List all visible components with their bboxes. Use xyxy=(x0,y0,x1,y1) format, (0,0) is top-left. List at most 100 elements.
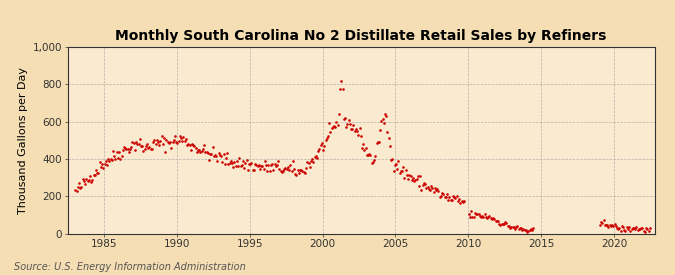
Point xyxy=(256,164,267,168)
Point xyxy=(607,223,618,227)
Point xyxy=(360,145,371,150)
Point xyxy=(324,121,335,125)
Point xyxy=(344,122,355,127)
Point xyxy=(92,170,103,175)
Point xyxy=(116,154,127,158)
Point xyxy=(167,140,178,144)
Point xyxy=(310,154,321,158)
Point xyxy=(631,225,642,229)
Point xyxy=(627,226,638,230)
Point xyxy=(494,222,505,227)
Point xyxy=(130,148,140,152)
Point xyxy=(88,173,99,177)
Point xyxy=(441,192,452,196)
Point xyxy=(309,155,320,160)
Point xyxy=(323,134,333,138)
Point xyxy=(485,216,496,221)
Point xyxy=(124,150,134,154)
Point xyxy=(143,146,154,150)
Point xyxy=(528,226,539,230)
Point xyxy=(355,134,366,138)
Point xyxy=(236,163,247,167)
Point xyxy=(273,159,284,164)
Point xyxy=(621,224,632,229)
Point xyxy=(252,163,263,168)
Point xyxy=(155,139,166,143)
Point xyxy=(426,183,437,188)
Point xyxy=(319,144,329,148)
Point xyxy=(238,159,248,163)
Point xyxy=(168,138,179,142)
Point xyxy=(172,141,183,145)
Point xyxy=(262,169,273,173)
Point xyxy=(444,195,455,199)
Point xyxy=(336,79,347,83)
Point xyxy=(429,185,440,190)
Point xyxy=(201,150,212,154)
Point xyxy=(139,147,150,151)
Point xyxy=(420,182,431,186)
Point xyxy=(432,187,443,192)
Point xyxy=(346,127,356,131)
Point xyxy=(525,226,536,231)
Point xyxy=(162,140,173,144)
Point xyxy=(422,185,433,189)
Point xyxy=(502,224,513,228)
Point xyxy=(198,147,209,152)
Point xyxy=(202,151,213,156)
Point xyxy=(516,226,526,230)
Point xyxy=(81,177,92,181)
Point xyxy=(497,222,508,226)
Point xyxy=(318,148,329,152)
Point xyxy=(595,222,605,227)
Point xyxy=(165,139,176,144)
Point xyxy=(240,161,251,166)
Point xyxy=(624,224,634,229)
Point xyxy=(195,150,206,155)
Point xyxy=(342,122,353,127)
Point xyxy=(628,226,639,230)
Point xyxy=(405,174,416,178)
Point xyxy=(637,226,648,230)
Point xyxy=(330,125,341,130)
Point xyxy=(275,169,286,173)
Point xyxy=(225,159,236,163)
Point xyxy=(437,191,448,195)
Point xyxy=(418,180,429,185)
Point xyxy=(373,140,384,145)
Point xyxy=(294,170,304,175)
Point xyxy=(137,144,148,148)
Point xyxy=(470,211,481,215)
Point xyxy=(613,227,624,232)
Point xyxy=(259,158,270,163)
Point xyxy=(408,176,418,180)
Point xyxy=(489,216,500,221)
Point xyxy=(601,222,612,227)
Point xyxy=(520,228,531,232)
Point xyxy=(303,161,314,166)
Point xyxy=(614,226,625,230)
Point xyxy=(104,159,115,163)
Point xyxy=(93,171,104,175)
Point xyxy=(218,152,229,157)
Point xyxy=(376,119,387,123)
Point xyxy=(597,221,608,226)
Point xyxy=(176,136,186,140)
Point xyxy=(639,229,650,234)
Point xyxy=(83,178,94,182)
Point xyxy=(235,164,246,168)
Point xyxy=(458,199,469,204)
Point xyxy=(472,212,483,216)
Point xyxy=(122,147,133,151)
Point xyxy=(431,188,441,192)
Point xyxy=(446,198,456,202)
Point xyxy=(620,229,631,233)
Point xyxy=(281,166,292,171)
Point xyxy=(367,160,378,164)
Point xyxy=(382,130,393,134)
Point xyxy=(482,216,493,220)
Point xyxy=(479,212,490,217)
Point xyxy=(487,217,497,222)
Point xyxy=(138,149,148,153)
Point xyxy=(132,142,142,146)
